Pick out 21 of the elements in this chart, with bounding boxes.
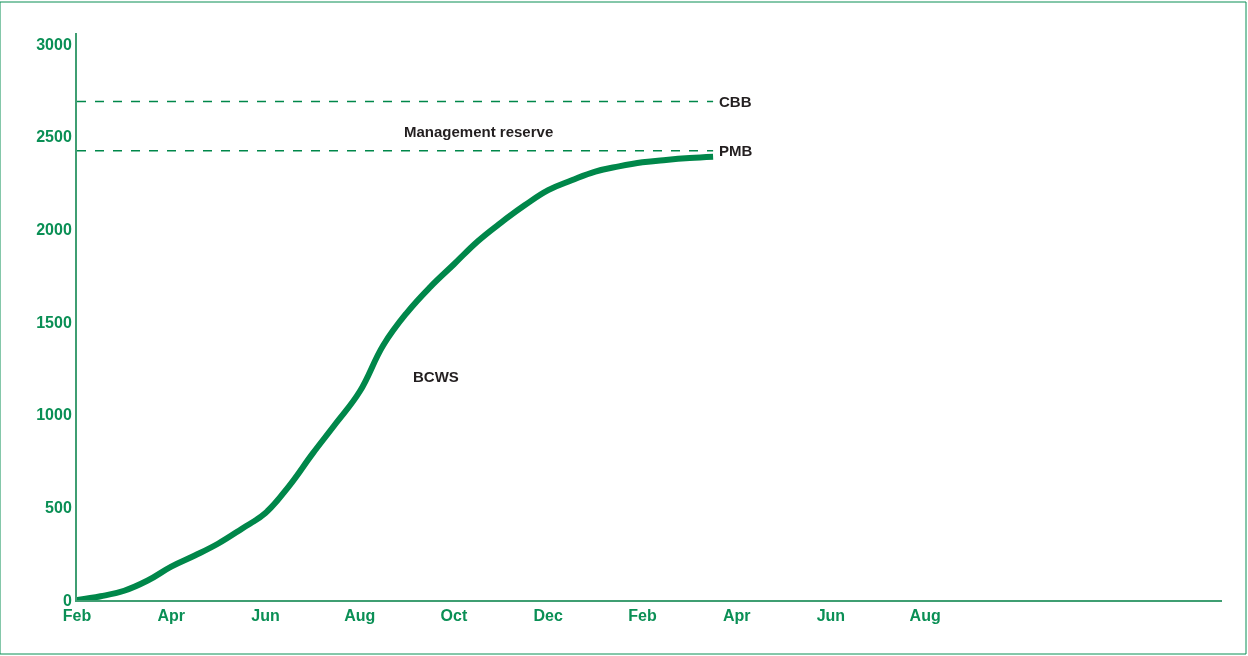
annotation: Management reserve (404, 123, 554, 140)
y-tick-label: 2000 (36, 221, 72, 239)
y-tick-label: 0 (62, 591, 72, 609)
x-tick-label: Feb (628, 607, 657, 625)
x-tick-label: Dec (533, 607, 563, 625)
x-tick-label: Oct (440, 607, 468, 625)
ref-line-label: CBB (719, 93, 752, 110)
y-tick-label: 500 (45, 498, 72, 516)
x-tick-label: Apr (722, 607, 751, 625)
x-tick-label: Aug (344, 607, 376, 625)
y-tick-label: 3000 (36, 35, 72, 53)
x-tick-label: Jun (816, 607, 846, 625)
x-tick-label: Aug (909, 607, 941, 625)
x-tick-label: Feb (62, 607, 92, 625)
y-tick-label: 1500 (36, 313, 72, 331)
annotation: BCWS (413, 368, 459, 385)
x-tick-label: Apr (157, 607, 186, 625)
y-tick-label: 1000 (36, 406, 72, 424)
x-tick-label: Jun (251, 607, 280, 625)
y-tick-label: 2500 (36, 128, 72, 146)
ref-line-label: PMB (719, 142, 753, 159)
